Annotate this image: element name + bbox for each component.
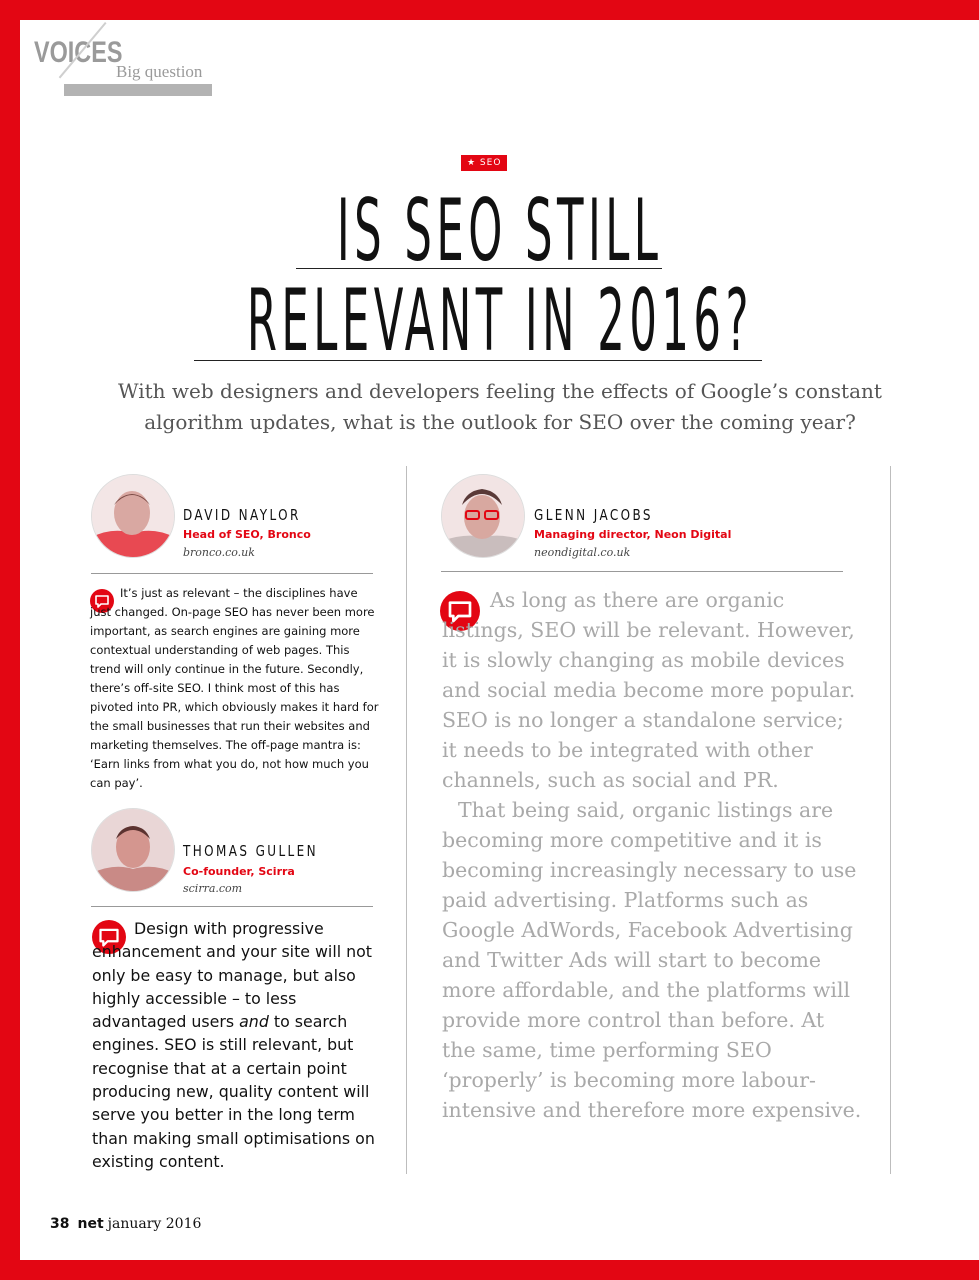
avatar-david-naylor: [91, 474, 175, 558]
contributor-name: GLENN JACOBS: [534, 506, 653, 524]
column-edge-rule: [890, 466, 891, 1174]
avatar-thomas-gullen: [91, 808, 175, 892]
contributor-role: Managing director, Neon Digital: [534, 528, 732, 541]
magazine-name: net: [77, 1216, 104, 1232]
column-divider: [406, 466, 407, 1174]
label-bar: [64, 84, 212, 96]
contributor-rule: [91, 573, 373, 574]
page-footer: 38 net january 2016: [50, 1216, 201, 1232]
contributor-site: neondigital.co.uk: [534, 546, 631, 559]
magazine-page: VOICES Big question ★ SEO IS SEO STILL R…: [20, 20, 979, 1260]
headline-underline-2: [194, 360, 762, 361]
headline-line-1: IS SEO STILL: [336, 181, 663, 281]
topic-tag: ★ SEO: [461, 155, 508, 171]
contributor-site: bronco.co.uk: [183, 546, 255, 559]
contributor-role: Co-founder, Scirra: [183, 865, 295, 878]
speech-bubble-icon: [92, 920, 126, 954]
contributor-site: scirra.com: [183, 882, 243, 895]
headline-line-2: RELEVANT IN 2016?: [246, 271, 753, 371]
issue-date: january 2016: [107, 1216, 202, 1232]
avatar-glenn-jacobs: [441, 474, 525, 558]
standfirst: With web designers and developers feelin…: [118, 379, 882, 434]
answer-glenn-jacobs: As long as there are organic listings, S…: [442, 588, 862, 1122]
contributor-name: THOMAS GULLEN: [183, 842, 319, 860]
answer-thomas-gullen: Design with progressive enhancement and …: [92, 919, 375, 1171]
contributor-rule: [91, 906, 373, 907]
subsection-label: Big question: [116, 62, 203, 81]
answer-david-naylor: It’s just as relevant – the disciplines …: [90, 586, 379, 790]
speech-bubble-icon: [440, 591, 480, 631]
headline-underline-1: [296, 268, 662, 269]
contributor-rule: [441, 571, 843, 572]
contributor-role: Head of SEO, Bronco: [183, 528, 311, 541]
contributor-name: DAVID NAYLOR: [183, 506, 301, 524]
page-number: 38: [50, 1216, 70, 1232]
speech-bubble-icon: [90, 589, 114, 613]
